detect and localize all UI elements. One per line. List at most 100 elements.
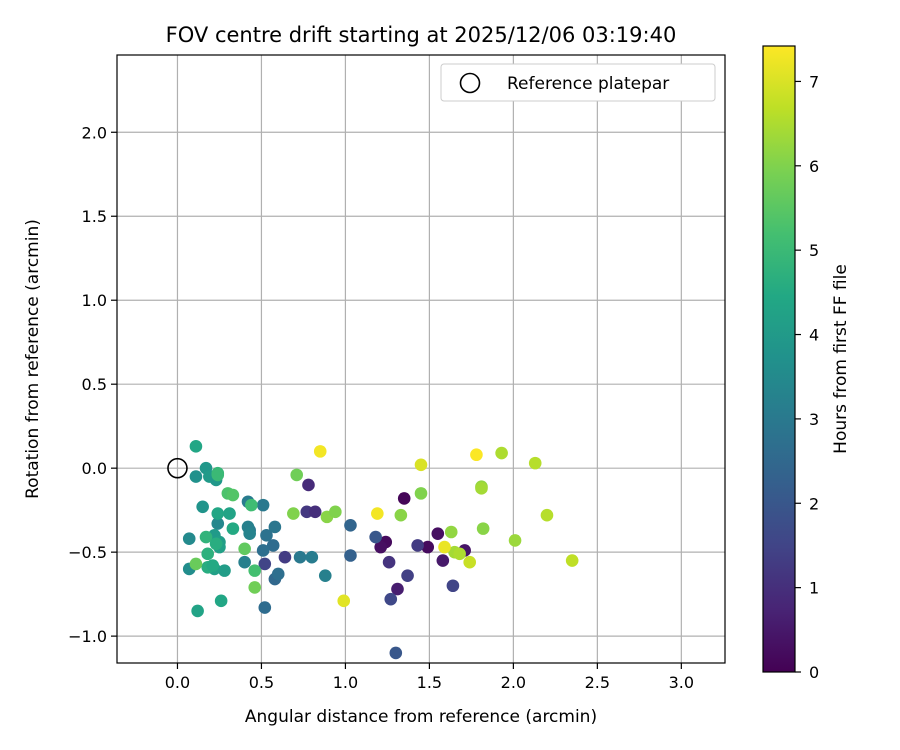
- data-point: [226, 488, 240, 502]
- colorbar-tick-label: 7: [809, 72, 819, 91]
- x-tick-label: 2.5: [585, 673, 610, 692]
- data-point: [431, 527, 445, 540]
- data-point: [293, 550, 307, 564]
- data-point: [214, 594, 228, 608]
- data-point: [369, 530, 382, 544]
- data-point: [199, 530, 213, 544]
- chart-title: FOV centre drift starting at 2025/12/06 …: [166, 23, 677, 47]
- data-point: [191, 604, 204, 618]
- y-tick-label: 1.0: [82, 291, 107, 310]
- data-point: [182, 532, 196, 546]
- data-point: [248, 564, 262, 577]
- data-point: [463, 555, 477, 569]
- data-point: [206, 559, 220, 572]
- data-point: [470, 448, 483, 462]
- data-point: [223, 507, 236, 520]
- colorbar: 0 1 2 3 4 5 6 7 Hours from first FF file: [762, 45, 851, 682]
- colorbar-ticks: 0 1 2 3 4 5 6 7: [795, 72, 819, 682]
- data-point: [411, 539, 424, 552]
- data-point: [565, 554, 579, 567]
- x-tick-label: 0.0: [165, 673, 190, 692]
- plot-frame: [116, 54, 726, 664]
- data-point: [414, 458, 428, 472]
- y-tick-label: −0.5: [68, 543, 107, 562]
- data-point: [394, 508, 408, 522]
- data-point: [374, 540, 387, 554]
- legend: Reference platepar: [440, 63, 716, 102]
- x-tick-label: 1.5: [417, 673, 442, 692]
- data-point: [248, 581, 262, 594]
- data-point: [384, 592, 398, 606]
- y-axis-label: Rotation from reference (arcmin): [23, 219, 43, 499]
- data-point: [211, 517, 225, 530]
- data-point: [189, 470, 203, 483]
- data-point: [226, 522, 240, 535]
- data-point: [329, 505, 342, 519]
- legend-entry-reference-platepar: Reference platepar: [507, 74, 669, 94]
- colorbar-label: Hours from first FF file: [831, 264, 851, 454]
- data-point: [446, 579, 460, 593]
- x-tick-label: 2.0: [501, 673, 526, 692]
- data-point: [256, 544, 270, 557]
- data-point: [438, 540, 451, 554]
- data-point: [238, 542, 251, 556]
- data-point: [540, 508, 554, 522]
- data-point: [260, 529, 273, 542]
- data-point: [287, 507, 300, 520]
- data-point: [344, 549, 357, 562]
- data-points: [182, 440, 579, 660]
- colorbar-gradient: [762, 45, 796, 673]
- data-point: [444, 525, 458, 539]
- legend-box: [440, 63, 716, 102]
- data-point: [245, 498, 258, 512]
- y-tick-label: 1.5: [82, 207, 107, 226]
- data-point: [495, 446, 508, 460]
- data-point: [238, 555, 251, 569]
- data-point: [278, 550, 292, 564]
- data-point: [211, 507, 225, 520]
- data-point: [302, 478, 315, 492]
- y-tick-label: 2.0: [82, 123, 107, 142]
- y-tick-label: −1.0: [68, 627, 107, 646]
- x-tick-label: 3.0: [669, 673, 694, 692]
- data-point: [258, 601, 272, 614]
- x-axis-label: Angular distance from reference (arcmin): [245, 707, 597, 727]
- data-point: [266, 539, 280, 552]
- data-point: [211, 468, 225, 482]
- data-point: [305, 550, 319, 564]
- data-point: [337, 594, 351, 608]
- data-point: [371, 507, 384, 520]
- colorbar-tick-label: 1: [809, 579, 819, 598]
- data-point: [382, 555, 396, 569]
- data-point: [476, 522, 490, 535]
- data-point: [290, 468, 304, 482]
- data-point: [243, 527, 256, 540]
- data-point: [318, 569, 332, 582]
- data-point: [475, 482, 488, 495]
- data-point: [196, 500, 209, 514]
- data-point: [389, 646, 403, 660]
- data-point: [271, 567, 285, 581]
- data-point: [313, 445, 327, 458]
- y-axis-ticks: −1.0 −0.5 0.0 0.5 1.0 1.5 2.0: [68, 123, 117, 646]
- data-point: [308, 505, 322, 519]
- data-point: [256, 498, 270, 512]
- data-point: [508, 534, 522, 547]
- y-tick-label: 0.5: [82, 375, 107, 394]
- x-tick-label: 0.5: [249, 673, 274, 692]
- data-point: [268, 520, 282, 534]
- x-axis-ticks: 0.0 0.5 1.0 1.5 2.0 2.5 3.0: [165, 663, 694, 692]
- data-point: [201, 547, 214, 561]
- data-point: [258, 557, 272, 571]
- reference-platepar-marker: [167, 457, 188, 479]
- data-point: [397, 492, 411, 505]
- data-point: [391, 582, 404, 596]
- y-tick-label: 0.0: [82, 459, 107, 478]
- colorbar-tick-label: 2: [809, 494, 819, 513]
- x-tick-label: 1.0: [333, 673, 358, 692]
- data-point: [189, 440, 203, 453]
- data-point: [414, 487, 428, 500]
- data-point: [528, 456, 542, 470]
- data-point: [421, 540, 435, 554]
